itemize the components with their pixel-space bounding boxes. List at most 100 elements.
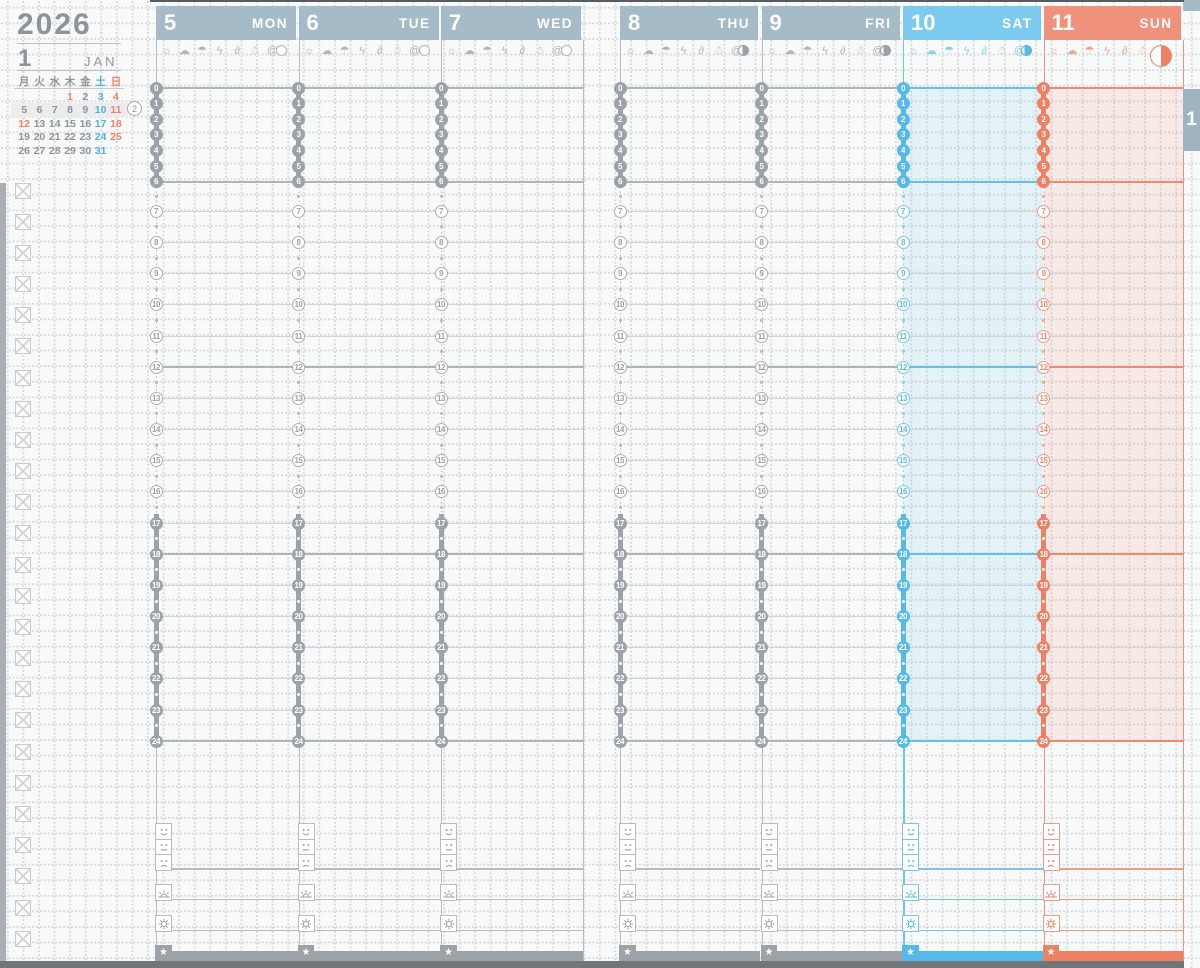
calendar-date-cell[interactable]: 7 xyxy=(51,104,58,116)
todo-checkbox[interactable] xyxy=(15,837,31,854)
calendar-date-cell[interactable]: 18 xyxy=(110,117,122,130)
hour-marker: 10 xyxy=(896,298,910,312)
calendar-date-cell[interactable]: 23 xyxy=(79,131,92,143)
todo-checkbox[interactable] xyxy=(15,774,31,791)
calendar-date-cell[interactable]: 9 xyxy=(82,104,89,116)
todo-checkbox[interactable] xyxy=(15,369,31,386)
todo-checkbox[interactable] xyxy=(15,182,31,199)
todo-checkbox[interactable] xyxy=(15,525,31,542)
todo-checkbox[interactable] xyxy=(15,930,31,947)
mood-box-neutral-mood[interactable] xyxy=(440,838,458,856)
calendar-date-cell[interactable]: 31 xyxy=(94,144,107,157)
mood-box-bad-mood[interactable] xyxy=(902,854,920,871)
todo-checkbox[interactable] xyxy=(15,431,31,448)
day-header[interactable]: 6 TUE xyxy=(298,6,439,40)
calendar-date-cell[interactable]: 2 xyxy=(82,90,89,103)
calendar-date-cell[interactable]: 12 xyxy=(18,117,30,130)
month-tab[interactable]: 1 xyxy=(1183,89,1200,151)
day-header[interactable]: 8 THU xyxy=(620,6,758,40)
wind-icon: ∂ xyxy=(234,45,240,57)
calendar-date-cell[interactable]: 22 xyxy=(64,131,76,143)
mood-box-bad-mood[interactable] xyxy=(440,854,458,871)
calendar-date-cell[interactable]: 27 xyxy=(33,144,46,157)
mood-box-good-mood[interactable] xyxy=(619,823,637,840)
hour-marker: 23 xyxy=(1037,703,1050,717)
calendar-date-cell[interactable]: 14 xyxy=(48,117,61,130)
calendar-date-cell[interactable]: 16 xyxy=(79,117,92,130)
calendar-date-cell[interactable]: 13 xyxy=(33,117,46,130)
calendar-date-cell[interactable]: 11 xyxy=(110,104,122,116)
calendar-date-cell[interactable]: 15 xyxy=(64,117,76,130)
mood-box-neutral-mood[interactable] xyxy=(902,838,920,856)
todo-checkbox[interactable] xyxy=(15,276,31,293)
star-box[interactable]: ★ xyxy=(1042,945,1060,961)
sun-icon xyxy=(1045,918,1057,929)
half-hour-dot xyxy=(154,599,158,603)
day-header[interactable]: 10 SAT xyxy=(903,6,1041,40)
calendar-date-cell[interactable]: 30 xyxy=(79,144,92,157)
todo-checkbox[interactable] xyxy=(15,307,31,324)
calendar-date-cell[interactable]: 19 xyxy=(18,131,30,143)
mood-box-bad-mood[interactable] xyxy=(619,854,637,871)
mood-box-good-mood[interactable] xyxy=(155,823,173,840)
mood-box-bad-mood[interactable] xyxy=(297,854,315,871)
mood-box-neutral-mood[interactable] xyxy=(1042,838,1060,856)
todo-checkbox[interactable] xyxy=(15,213,31,230)
day-header[interactable]: 9 FRI xyxy=(761,6,900,40)
todo-checkbox[interactable] xyxy=(15,743,31,760)
calendar-date-cell[interactable]: 20 xyxy=(33,131,46,143)
todo-checkbox[interactable] xyxy=(15,868,31,885)
todo-checkbox[interactable] xyxy=(15,400,31,417)
todo-checkbox[interactable] xyxy=(15,463,31,480)
mood-box-neutral-mood[interactable] xyxy=(155,838,173,856)
day-header[interactable]: 7 WED xyxy=(441,6,581,40)
mood-box-good-mood[interactable] xyxy=(902,823,920,840)
todo-checkbox[interactable] xyxy=(15,587,31,604)
mood-box-bad-mood[interactable] xyxy=(155,854,173,871)
half-hour-dot xyxy=(760,693,763,697)
calendar-date-cell[interactable]: 28 xyxy=(48,144,61,157)
mood-box-bad-mood[interactable] xyxy=(1042,854,1060,871)
calendar-date-cell[interactable]: 3 xyxy=(97,90,104,103)
calendar-date-cell[interactable]: 5 xyxy=(21,104,28,116)
mood-box-bad-mood[interactable] xyxy=(760,854,778,871)
star-box[interactable]: ★ xyxy=(440,945,457,961)
star-box[interactable]: ★ xyxy=(619,945,636,961)
day-header[interactable]: 5 MON xyxy=(156,6,296,40)
star-box[interactable]: ★ xyxy=(760,945,778,961)
todo-checkbox[interactable] xyxy=(15,244,31,261)
mood-box-good-mood[interactable] xyxy=(440,823,458,840)
mood-box-neutral-mood[interactable] xyxy=(297,838,315,856)
star-box[interactable]: ★ xyxy=(155,945,172,961)
star-box[interactable]: ★ xyxy=(902,945,919,961)
todo-checkbox[interactable] xyxy=(15,899,31,916)
calendar-date-cell[interactable]: 21 xyxy=(48,131,61,143)
todo-checkbox[interactable] xyxy=(15,712,31,729)
todo-checkbox[interactable] xyxy=(15,338,31,355)
todo-checkbox[interactable] xyxy=(15,618,31,635)
mood-box-good-mood[interactable] xyxy=(760,823,778,840)
mood-box-neutral-mood[interactable] xyxy=(760,838,778,856)
calendar-date-cell[interactable]: 17 xyxy=(94,117,107,130)
calendar-date-cell[interactable]: 8 xyxy=(67,104,73,116)
hour-line xyxy=(620,709,760,711)
calendar-date-cell[interactable]: 6 xyxy=(36,104,43,116)
calendar-date-cell[interactable]: 26 xyxy=(18,144,30,157)
calendar-date-cell[interactable]: 1 xyxy=(67,90,73,103)
mood-box-good-mood[interactable] xyxy=(1042,823,1060,840)
calendar-date-cell[interactable]: 29 xyxy=(64,144,76,157)
mood-box-good-mood[interactable] xyxy=(297,823,315,840)
todo-checkbox[interactable] xyxy=(15,494,31,511)
star-box[interactable]: ★ xyxy=(297,945,315,961)
day-header[interactable]: 11 SUN xyxy=(1043,6,1181,40)
todo-checkbox[interactable] xyxy=(15,806,31,823)
todo-checkbox[interactable] xyxy=(15,650,31,667)
todo-checkbox[interactable] xyxy=(15,681,31,698)
calendar-date-cell[interactable]: 4 xyxy=(113,90,119,103)
calendar-date-cell[interactable]: 25 xyxy=(110,131,122,143)
hour-marker: 21 xyxy=(896,641,910,655)
mood-box-neutral-mood[interactable] xyxy=(619,838,637,856)
todo-checkbox[interactable] xyxy=(15,556,31,573)
calendar-date-cell[interactable]: 10 xyxy=(94,104,107,116)
calendar-date-cell[interactable]: 24 xyxy=(94,131,107,143)
